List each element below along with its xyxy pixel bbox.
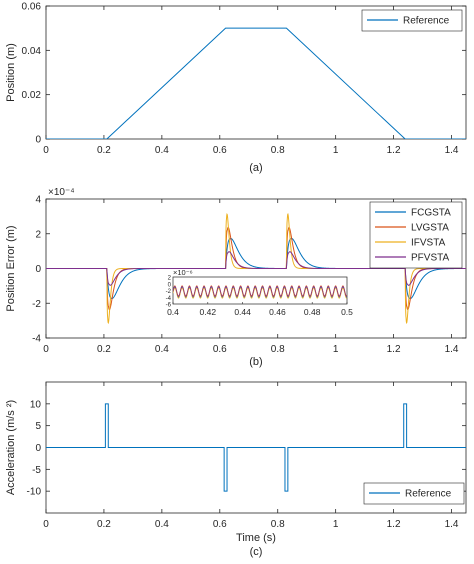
y-tick-label: 0: [35, 264, 41, 275]
x-tick-label: 1: [333, 145, 339, 156]
x-tick-label: 0.4: [155, 519, 169, 530]
y-tick-label: -2: [32, 299, 41, 310]
x-tick-label: 0: [43, 145, 49, 156]
axes-1: 0 0.2 0.4 0.6 0.8 1 1.2 1.4 0 0.02 0.04 0.06 Positio…: [5, 2, 467, 174]
series-line: [46, 403, 466, 492]
legend: FCGSTA LVGSTA IFVSTA PFVSTA: [369, 201, 463, 269]
legend-label: Reference: [403, 16, 450, 27]
x-tick-label: 0.4: [155, 344, 169, 355]
inset-y-tick-label: 2: [168, 276, 172, 282]
x-tick-label: 0.8: [271, 519, 285, 530]
inset-axes: 0.4 0.42 0.44 0.46 0.48 0.5 -6-4-202×10⁻⁶: [166, 268, 354, 317]
inset-x-tick-label: 0.44: [234, 307, 251, 317]
x-tick-label: 1.2: [387, 519, 401, 530]
x-tick-label: 1.4: [445, 519, 459, 530]
legend: Reference: [361, 9, 463, 32]
inset-y-tick-label: 0: [168, 282, 172, 288]
legend-label: Reference: [405, 489, 452, 500]
inset-y-tick-label: -6: [166, 303, 172, 309]
series-line: [46, 251, 466, 286]
y-tick-label: 10: [30, 399, 42, 410]
x-tick-label: 1.4: [445, 145, 459, 156]
x-tick-label: 0.2: [97, 344, 111, 355]
y-tick-label: 0.02: [22, 90, 42, 101]
x-tick-label: 0: [43, 344, 49, 355]
x-tick-label: 0.6: [213, 519, 227, 530]
inset-y-tick-label: -4: [166, 296, 172, 302]
x-tick-label: 0: [43, 519, 49, 530]
y-tick-label: 0: [35, 443, 41, 454]
x-tick-label: 0.8: [271, 145, 285, 156]
inset-x-tick-label: 0.5: [341, 307, 353, 317]
y-tick-label: -4: [32, 334, 41, 345]
x-tick-label: 0.2: [97, 519, 111, 530]
y-tick-label: -10: [27, 487, 42, 498]
x-tick-label: 0.6: [213, 145, 227, 156]
x-tick-label: 1.2: [387, 344, 401, 355]
inset-y-tick-label: -2: [166, 289, 172, 295]
x-tick-label: 0.6: [213, 344, 227, 355]
x-tick-label: 0.2: [97, 145, 111, 156]
x-tick-label: 1: [333, 519, 339, 530]
y-axis-label: Position Error (m): [5, 225, 17, 311]
y-tick-label: 0.06: [22, 2, 42, 13]
x-tick-label: 1: [333, 344, 339, 355]
series-line: [46, 27, 466, 139]
subplot-label: (c): [250, 546, 263, 558]
y-tick-label: -5: [32, 465, 41, 476]
inset-plot-area: [172, 276, 348, 305]
legend-box: [363, 482, 465, 505]
axes-3: 0 0.2 0.4 0.6 0.8 1 1.2 1.4 -10 -5 0 5 10 Acceleratio…: [5, 381, 467, 558]
legend-label: IFVSTA: [411, 238, 446, 249]
inset-x-tick-label: 0.42: [200, 307, 217, 317]
y-axis-label: Position (m): [5, 43, 17, 102]
subplot-label: (b): [249, 356, 262, 368]
legend-box: [361, 9, 463, 32]
x-tick-label: 0.8: [271, 344, 285, 355]
legend: Reference: [363, 482, 465, 505]
legend-label: PFVSTA: [411, 253, 449, 264]
subplot-label: (a): [249, 162, 262, 174]
y-tick-label: 4: [35, 195, 41, 206]
inset-x-tick-label: 0.46: [269, 307, 286, 317]
y-tick-label: 5: [35, 421, 41, 432]
inset-x-tick-label: 0.48: [304, 307, 321, 317]
inset-x-tick-label: 0.4: [167, 307, 179, 317]
inset-series-line: [173, 286, 347, 297]
x-tick-label: 1.2: [387, 145, 401, 156]
y-exponent-label: ×10⁻⁴: [48, 187, 75, 198]
x-tick-label: 0.4: [155, 145, 169, 156]
inset-exponent-label: ×10⁻⁶: [173, 268, 193, 277]
x-tick-label: 1.4: [445, 344, 459, 355]
legend-label: FCGSTA: [411, 208, 451, 219]
y-tick-label: 2: [35, 229, 41, 240]
y-tick-label: 0: [35, 135, 41, 146]
y-axis-label: Acceleration (m/s ²): [5, 400, 17, 495]
y-tick-label: 0.04: [22, 46, 42, 57]
legend-label: LVGSTA: [411, 223, 449, 234]
x-axis-label: Time (s): [236, 532, 276, 544]
inset-series-line: [173, 287, 347, 299]
